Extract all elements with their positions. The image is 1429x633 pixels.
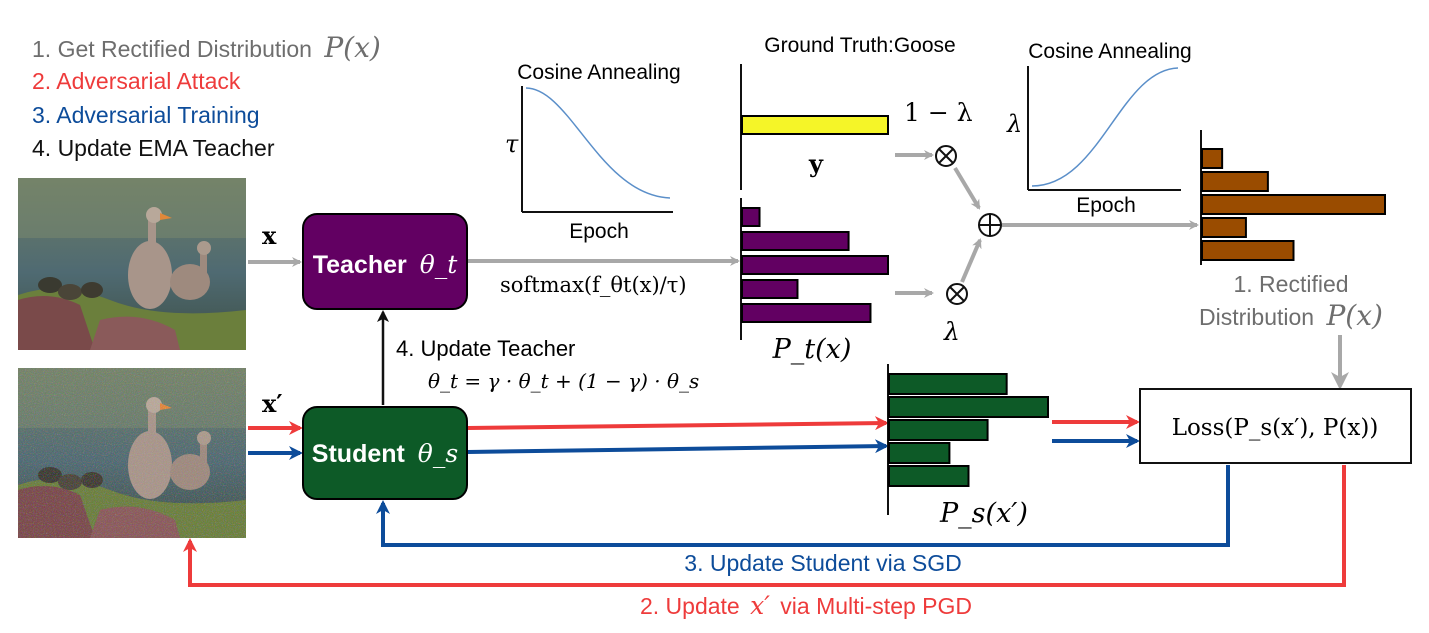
update-teacher-title: 4. Update Teacher — [396, 336, 575, 361]
adversarial-image — [18, 368, 246, 538]
cosine-annealing-right: Cosine Annealing λ Epoch — [1006, 40, 1192, 217]
legend-step4: 4. Update EMA Teacher — [32, 135, 275, 161]
cosine-left-ylabel: τ — [505, 130, 519, 158]
student-distribution-bar-2 — [888, 396, 1049, 418]
teacher-distribution-bar-4 — [741, 279, 799, 299]
student-param: θ_s — [418, 439, 458, 468]
teacher-distribution-bar-1 — [741, 207, 761, 227]
loss-label: Loss(P_s(x′), P(x)) — [1172, 415, 1379, 441]
rectified-bars — [1201, 148, 1386, 261]
clean-image — [18, 178, 246, 350]
cosine-left-title: Cosine Annealing — [517, 61, 680, 84]
one-minus-lambda-label: 1 − λ — [904, 98, 973, 127]
clean-input-label: x — [262, 221, 277, 250]
teacher-box: Teacher θ_t — [302, 213, 468, 310]
student-to-ps-red-arrow — [467, 416, 889, 431]
loss-box: Loss(P_s(x′), P(x)) — [1139, 388, 1412, 464]
ground-truth-title: Ground Truth:Goose — [764, 34, 955, 57]
rectified-distribution-bar-2 — [1201, 171, 1269, 192]
student-distribution-bar-3 — [888, 419, 989, 441]
mult-bottom-to-add-arrow — [960, 238, 982, 283]
svg-text:Teacher θ_t: Teacher θ_t — [313, 250, 459, 279]
sgd-update-label: 3. Update Student via SGD — [684, 550, 961, 576]
cosine-annealing-left: Cosine Annealing τ Epoch — [505, 61, 681, 243]
cosine-left-curve — [525, 87, 671, 199]
adv-input-label: x′ — [262, 389, 283, 418]
rectified-distribution-bar-4 — [1201, 217, 1247, 238]
legend: 1. Get Rectified Distribution P(x) 2. Ad… — [32, 31, 381, 161]
teacher-label: Teacher — [313, 251, 407, 279]
student-box: Student θ_s — [302, 406, 468, 500]
student-distribution-bar-5 — [888, 465, 970, 487]
gt-label: y — [808, 149, 824, 178]
svg-text:Student θ_s: Student θ_s — [312, 439, 458, 468]
ground-truth-bar-1 — [741, 115, 889, 135]
student-distribution-bar-1 — [888, 373, 1008, 395]
rectified-distribution-bar-1 — [1201, 148, 1224, 169]
cosine-right-xlabel: Epoch — [1076, 194, 1136, 217]
ps-label: P_s(x′) — [939, 498, 1028, 529]
teacher-distribution-bar-3 — [741, 255, 889, 275]
legend-step3: 3. Adversarial Training — [32, 102, 260, 128]
pt-label: P_t(x) — [772, 334, 852, 365]
pt-bars — [741, 207, 889, 323]
rectified-distribution-bar-3 — [1201, 194, 1386, 215]
multiply-top-icon — [935, 145, 957, 167]
cosine-right-curve — [1031, 67, 1179, 187]
legend-step1: 1. Get Rectified Distribution P(x) — [32, 31, 381, 64]
student-distribution-bar-4 — [888, 442, 951, 464]
add-icon — [978, 213, 1002, 237]
sgd-update-path — [376, 465, 1230, 547]
teacher-distribution-bar-5 — [741, 303, 872, 323]
rectified-distribution-bar-5 — [1201, 240, 1295, 261]
multiply-bottom-icon — [946, 283, 968, 305]
mult-top-to-add-arrow — [953, 166, 981, 210]
update-teacher-formula: θ_t = γ · θ_t + (1 − γ) · θ_s — [428, 369, 699, 393]
lambda-bottom-label: λ — [943, 317, 960, 346]
pgd-update-path — [183, 465, 1346, 587]
gt-bars — [741, 115, 889, 135]
softmax-label: softmax(f_θt(x)/τ) — [500, 273, 687, 297]
rectified-line1: 1. Rectified — [1233, 271, 1348, 297]
cosine-right-title: Cosine Annealing — [1028, 40, 1191, 63]
teacher-param: θ_t — [420, 250, 459, 279]
student-to-ps-blue-arrow — [467, 439, 889, 454]
legend-step2: 2. Adversarial Attack — [32, 68, 241, 94]
cosine-right-ylabel: λ — [1006, 110, 1022, 138]
cosine-left-xlabel: Epoch — [569, 220, 629, 243]
rectified-line2: Distribution P(x) — [1199, 299, 1383, 332]
ps-bars — [888, 373, 1049, 487]
teacher-distribution-bar-2 — [741, 231, 850, 251]
student-label: Student — [312, 440, 406, 468]
pgd-update-label: 2. Update x′ via Multi-step PGD — [640, 591, 972, 620]
